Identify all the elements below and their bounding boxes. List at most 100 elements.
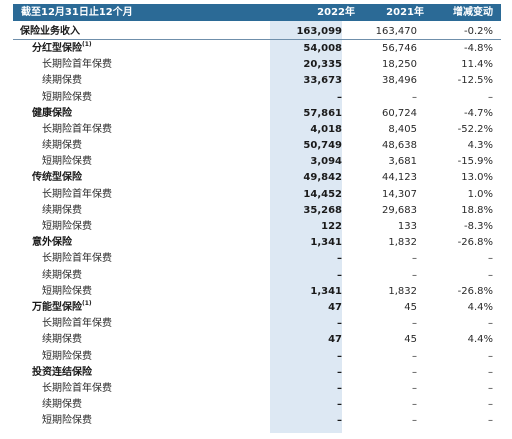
row-label: 意外保险 xyxy=(32,235,72,251)
table-header: 截至12月31日止12个月 2022年 2021年 增减变动 xyxy=(13,4,501,21)
value-2022: 1,341 xyxy=(310,285,342,297)
table-row: 续期保费 – – – xyxy=(13,397,501,413)
value-2022: – xyxy=(337,91,342,103)
row-label-text: 续期保费 xyxy=(42,269,82,281)
row-label: 续期保费 xyxy=(42,138,82,154)
value-change: 4.4% xyxy=(467,334,493,346)
value-2021: 60,724 xyxy=(382,107,417,119)
value-2022: – xyxy=(337,350,342,362)
row-label: 短期险保费 xyxy=(42,413,92,429)
row-label-text: 续期保费 xyxy=(42,204,82,216)
value-2021: 29,683 xyxy=(382,204,417,216)
table-row: 短期险保费 1,341 1,832 -26.8% xyxy=(13,284,501,300)
value-2022: 33,673 xyxy=(303,75,342,87)
row-label-text: 传统型保险 xyxy=(32,172,82,184)
header-period: 截至12月31日止12个月 xyxy=(21,7,133,18)
table-row: 长期险首年保费 14,452 14,307 1.0% xyxy=(13,187,501,203)
row-label: 续期保费 xyxy=(42,203,82,219)
row-label-text: 短期险保费 xyxy=(42,156,92,168)
row-label: 短期险保费 xyxy=(42,90,92,106)
row-label: 长期险首年保费 xyxy=(42,122,112,138)
value-change: – xyxy=(488,318,493,330)
table-body: 保险业务收入 163,099 163,470 -0.2% 分红型保险(1) 54,008 5… xyxy=(13,24,501,429)
row-label: 传统型保险 xyxy=(32,170,82,186)
value-2022: 3,094 xyxy=(310,156,342,168)
value-change: -26.8% xyxy=(457,285,493,297)
value-2022: – xyxy=(337,399,342,411)
row-label-text: 万能型保险 xyxy=(32,301,82,313)
value-2022: 163,099 xyxy=(296,26,342,37)
row-label: 短期险保费 xyxy=(42,154,92,170)
table-row: 续期保费 50,749 48,638 4.3% xyxy=(13,138,501,154)
table-row: 万能型保险(1) 47 45 4.4% xyxy=(13,300,501,316)
value-change: 4.4% xyxy=(467,301,493,313)
row-label-text: 长期险首年保费 xyxy=(42,59,112,71)
value-2022: – xyxy=(337,253,342,265)
footnote-marker: (1) xyxy=(82,299,92,307)
value-2021: – xyxy=(412,382,417,394)
value-2021: 163,470 xyxy=(375,26,417,37)
value-2022: 1,341 xyxy=(310,237,342,249)
row-label-text: 投资连结保险 xyxy=(32,366,92,378)
row-label-text: 短期险保费 xyxy=(42,350,92,362)
value-2021: – xyxy=(412,253,417,265)
row-label: 长期险首年保费 xyxy=(42,381,112,397)
value-2022: 54,008 xyxy=(303,42,342,54)
row-label: 续期保费 xyxy=(42,397,82,413)
value-2021: – xyxy=(412,91,417,103)
value-2021: 38,496 xyxy=(382,75,417,87)
value-2022: – xyxy=(337,366,342,378)
value-2021: 44,123 xyxy=(382,172,417,184)
value-2021: – xyxy=(412,350,417,362)
value-2022: 14,452 xyxy=(303,188,342,200)
row-label-text: 短期险保费 xyxy=(42,415,92,427)
table-row: 长期险首年保费 4,018 8,405 -52.2% xyxy=(13,122,501,138)
value-2022: – xyxy=(337,415,342,427)
table-row: 短期险保费 – – – xyxy=(13,90,501,106)
value-2022: 50,749 xyxy=(303,140,342,152)
value-2021: – xyxy=(412,366,417,378)
table-row: 传统型保险 49,842 44,123 13.0% xyxy=(13,170,501,186)
value-change: -26.8% xyxy=(457,237,493,249)
value-change: -0.2% xyxy=(463,26,493,37)
value-2022: 122 xyxy=(321,221,342,233)
value-2022: 35,268 xyxy=(303,204,342,216)
row-label-text: 长期险首年保费 xyxy=(42,123,112,135)
header-2021: 2021年 xyxy=(386,7,424,18)
row-label-text: 长期险首年保费 xyxy=(42,318,112,330)
table-row: 短期险保费 122 133 -8.3% xyxy=(13,219,501,235)
value-2021: – xyxy=(412,269,417,281)
value-change: -4.7% xyxy=(463,107,493,119)
value-change: – xyxy=(488,399,493,411)
value-change: – xyxy=(488,415,493,427)
value-2021: – xyxy=(412,399,417,411)
table-row: 短期险保费 3,094 3,681 -15.9% xyxy=(13,154,501,170)
table-row: 续期保费 35,268 29,683 18.8% xyxy=(13,203,501,219)
table-row: 分红型保险(1) 54,008 56,746 -4.8% xyxy=(13,41,501,57)
header-2022: 2022年 xyxy=(317,7,355,18)
table-row: 健康保险 57,861 60,724 -4.7% xyxy=(13,106,501,122)
table-row: 长期险首年保费 – – – xyxy=(13,251,501,267)
value-2021: 45 xyxy=(404,301,417,313)
row-label: 短期险保费 xyxy=(42,349,92,365)
value-2021: 48,638 xyxy=(382,140,417,152)
row-label-text: 意外保险 xyxy=(32,237,72,249)
row-label: 投资连结保险 xyxy=(32,365,92,381)
value-2022: 4,018 xyxy=(310,123,342,135)
value-change: 1.0% xyxy=(467,188,493,200)
value-2021: 14,307 xyxy=(382,188,417,200)
value-2022: 57,861 xyxy=(303,107,342,119)
value-2022: – xyxy=(337,318,342,330)
table-row: 续期保费 – – – xyxy=(13,268,501,284)
row-label-text: 健康保险 xyxy=(32,107,72,119)
value-change: – xyxy=(488,269,493,281)
row-label-text: 保险业务收入 xyxy=(20,26,80,37)
table-row: 长期险首年保费 20,335 18,250 11.4% xyxy=(13,57,501,73)
row-label: 长期险首年保费 xyxy=(42,57,112,73)
row-label: 长期险首年保费 xyxy=(42,316,112,332)
footnote-marker: (1) xyxy=(82,40,92,48)
row-label-text: 长期险首年保费 xyxy=(42,188,112,200)
header-change: 增减变动 xyxy=(453,7,493,18)
row-label-text: 续期保费 xyxy=(42,399,82,411)
